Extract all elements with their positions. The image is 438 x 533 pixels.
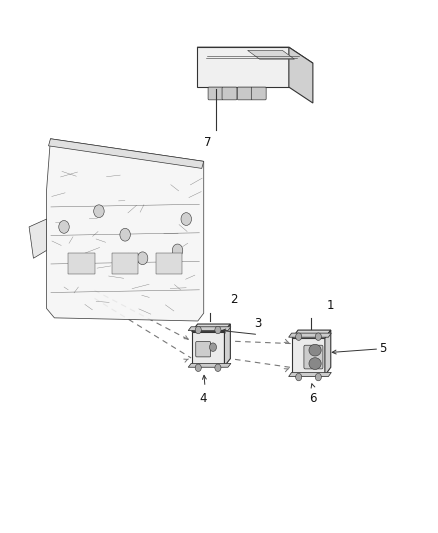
Polygon shape [292, 338, 325, 375]
Polygon shape [247, 51, 294, 59]
Polygon shape [289, 47, 313, 103]
Text: 6: 6 [309, 392, 317, 406]
Text: 4: 4 [199, 392, 207, 406]
Circle shape [195, 364, 201, 372]
Polygon shape [197, 47, 313, 63]
FancyBboxPatch shape [222, 87, 237, 100]
Polygon shape [46, 139, 204, 321]
Circle shape [296, 333, 302, 341]
FancyBboxPatch shape [237, 87, 252, 100]
FancyBboxPatch shape [196, 342, 211, 357]
FancyBboxPatch shape [208, 87, 223, 100]
Circle shape [209, 343, 216, 351]
Polygon shape [289, 373, 331, 376]
Polygon shape [192, 324, 230, 332]
Polygon shape [224, 324, 230, 366]
Circle shape [215, 364, 221, 372]
Text: 5: 5 [379, 342, 386, 356]
Bar [112, 253, 138, 274]
Circle shape [138, 252, 148, 265]
Polygon shape [188, 327, 231, 330]
Polygon shape [197, 47, 289, 87]
Circle shape [315, 333, 321, 341]
Circle shape [181, 213, 191, 225]
Circle shape [195, 326, 201, 334]
Polygon shape [192, 332, 224, 366]
FancyBboxPatch shape [304, 345, 323, 369]
Circle shape [315, 373, 321, 381]
Bar [68, 253, 95, 274]
Circle shape [120, 228, 131, 241]
Circle shape [59, 221, 69, 233]
Text: 3: 3 [254, 317, 262, 330]
Circle shape [296, 373, 302, 381]
Polygon shape [29, 219, 46, 259]
Circle shape [172, 244, 183, 257]
Bar [155, 253, 182, 274]
Ellipse shape [309, 344, 321, 356]
FancyBboxPatch shape [251, 87, 266, 100]
Polygon shape [325, 330, 331, 375]
Circle shape [76, 260, 87, 272]
Polygon shape [292, 330, 331, 338]
Text: 1: 1 [327, 298, 334, 312]
Ellipse shape [309, 358, 321, 369]
Circle shape [94, 205, 104, 217]
Text: 2: 2 [230, 293, 238, 306]
Polygon shape [188, 364, 231, 367]
Polygon shape [49, 139, 204, 168]
Circle shape [215, 326, 221, 334]
Polygon shape [289, 333, 331, 337]
Text: 7: 7 [205, 136, 212, 149]
